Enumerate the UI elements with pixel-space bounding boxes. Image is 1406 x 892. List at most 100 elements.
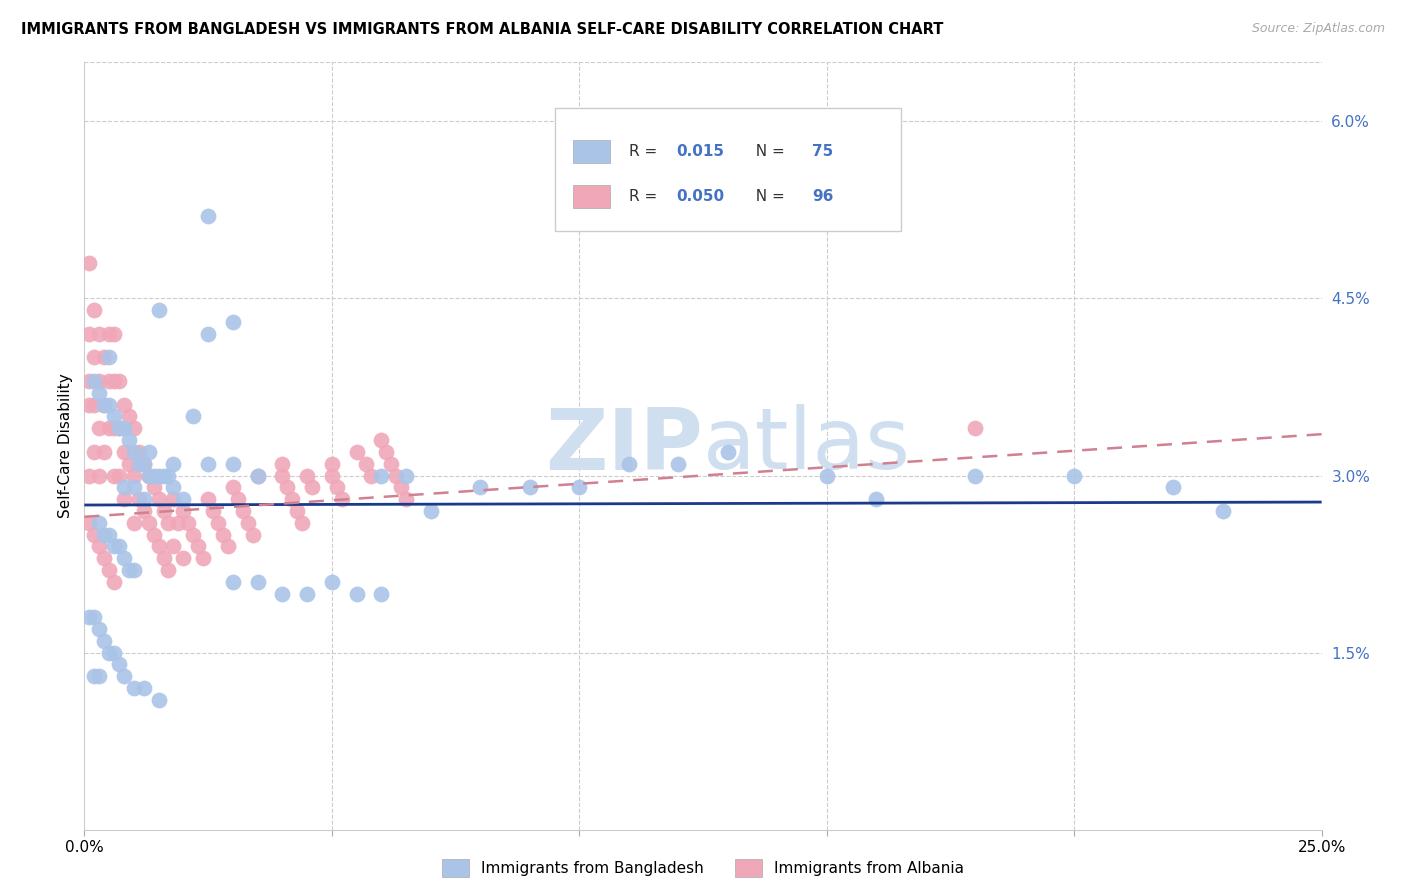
Point bbox=[291, 516, 314, 530]
Point bbox=[162, 480, 184, 494]
Point bbox=[122, 468, 145, 483]
Point bbox=[122, 421, 145, 435]
Point bbox=[181, 409, 204, 424]
Point bbox=[281, 492, 304, 507]
Point bbox=[965, 468, 987, 483]
Point bbox=[865, 492, 887, 507]
Point bbox=[419, 504, 441, 518]
Point bbox=[103, 539, 125, 553]
Point bbox=[103, 421, 125, 435]
Point bbox=[89, 516, 111, 530]
Text: Source: ZipAtlas.com: Source: ZipAtlas.com bbox=[1251, 22, 1385, 36]
Point bbox=[375, 445, 398, 459]
Point bbox=[98, 326, 121, 341]
Legend: Immigrants from Bangladesh, Immigrants from Albania: Immigrants from Bangladesh, Immigrants f… bbox=[434, 852, 972, 884]
Point bbox=[356, 457, 378, 471]
Point bbox=[152, 504, 174, 518]
Point bbox=[395, 468, 418, 483]
Point bbox=[271, 468, 294, 483]
Point bbox=[167, 516, 190, 530]
Point bbox=[93, 527, 115, 541]
Point bbox=[162, 492, 184, 507]
Point bbox=[271, 457, 294, 471]
Point bbox=[112, 551, 135, 566]
Point bbox=[181, 527, 204, 541]
Point bbox=[103, 326, 125, 341]
Point bbox=[222, 315, 245, 329]
Point bbox=[271, 586, 294, 600]
Point bbox=[93, 398, 115, 412]
Point bbox=[128, 492, 150, 507]
Point bbox=[118, 409, 141, 424]
Point bbox=[148, 492, 170, 507]
Point bbox=[222, 457, 245, 471]
Text: R =: R = bbox=[628, 144, 662, 159]
Point bbox=[370, 468, 392, 483]
Point bbox=[89, 374, 111, 388]
Point bbox=[93, 398, 115, 412]
Point bbox=[83, 398, 105, 412]
Point bbox=[197, 209, 219, 223]
Point bbox=[157, 516, 180, 530]
Point bbox=[212, 527, 235, 541]
Point bbox=[122, 563, 145, 577]
Point bbox=[132, 681, 155, 695]
Point bbox=[108, 657, 131, 672]
Text: R =: R = bbox=[628, 189, 662, 204]
Point bbox=[152, 551, 174, 566]
Point bbox=[815, 468, 838, 483]
Point bbox=[197, 492, 219, 507]
Point bbox=[568, 480, 591, 494]
Point bbox=[103, 646, 125, 660]
Point bbox=[236, 516, 259, 530]
Point bbox=[98, 351, 121, 365]
Point bbox=[666, 457, 689, 471]
Point bbox=[128, 457, 150, 471]
Point bbox=[1212, 504, 1234, 518]
Point bbox=[197, 457, 219, 471]
Point bbox=[118, 457, 141, 471]
Point bbox=[965, 421, 987, 435]
Point bbox=[172, 551, 194, 566]
Point bbox=[148, 303, 170, 318]
Point bbox=[83, 669, 105, 683]
Point bbox=[370, 433, 392, 447]
Point bbox=[148, 692, 170, 706]
Point bbox=[83, 351, 105, 365]
Text: 96: 96 bbox=[811, 189, 834, 204]
Point bbox=[132, 457, 155, 471]
Point bbox=[301, 480, 323, 494]
Point bbox=[152, 468, 174, 483]
Point bbox=[157, 563, 180, 577]
Point bbox=[162, 539, 184, 553]
Point bbox=[276, 480, 298, 494]
Point bbox=[222, 574, 245, 589]
Text: IMMIGRANTS FROM BANGLADESH VS IMMIGRANTS FROM ALBANIA SELF-CARE DISABILITY CORRE: IMMIGRANTS FROM BANGLADESH VS IMMIGRANTS… bbox=[21, 22, 943, 37]
Point bbox=[246, 468, 269, 483]
Point bbox=[132, 504, 155, 518]
Point bbox=[389, 480, 412, 494]
Point bbox=[98, 646, 121, 660]
Text: N =: N = bbox=[747, 144, 790, 159]
Point bbox=[242, 527, 264, 541]
Point bbox=[89, 468, 111, 483]
Point bbox=[132, 492, 155, 507]
Point bbox=[89, 326, 111, 341]
Point bbox=[138, 516, 160, 530]
FancyBboxPatch shape bbox=[554, 109, 901, 231]
Point bbox=[385, 468, 408, 483]
Point bbox=[138, 445, 160, 459]
Point bbox=[138, 468, 160, 483]
Point bbox=[83, 374, 105, 388]
Point bbox=[187, 539, 209, 553]
Point bbox=[79, 326, 101, 341]
Point bbox=[93, 351, 115, 365]
Point bbox=[717, 445, 740, 459]
Point bbox=[108, 421, 131, 435]
Point bbox=[93, 445, 115, 459]
Point bbox=[112, 421, 135, 435]
Point bbox=[112, 480, 135, 494]
Point bbox=[346, 586, 368, 600]
Point bbox=[295, 586, 318, 600]
Point bbox=[191, 551, 214, 566]
